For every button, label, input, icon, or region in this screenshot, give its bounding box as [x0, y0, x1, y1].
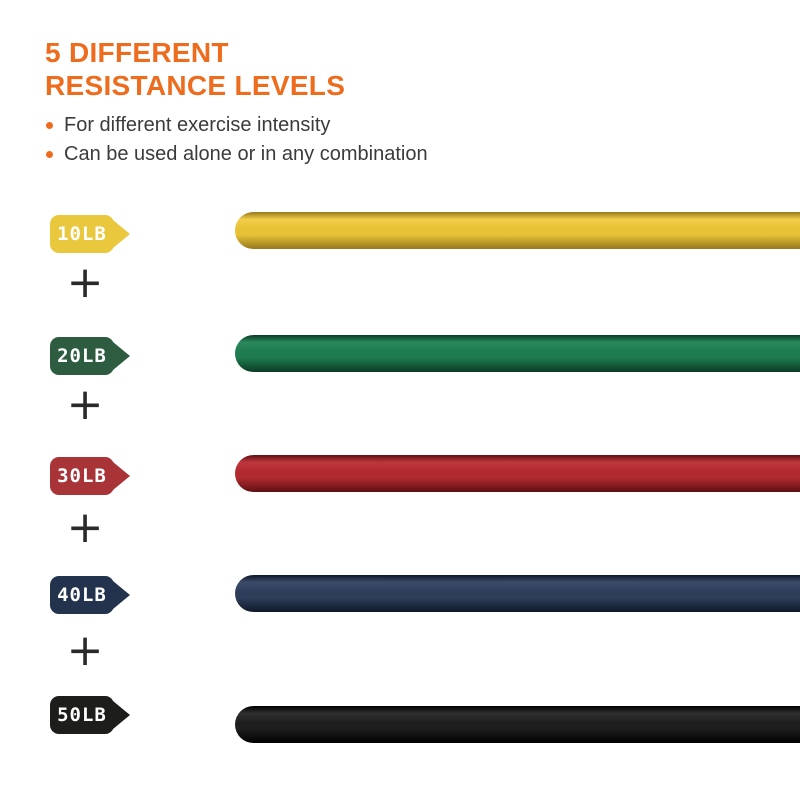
band-tag-label: 40LB	[50, 576, 114, 614]
band-tag-label: 20LB	[50, 337, 114, 375]
plus-icon: +	[66, 625, 104, 676]
bullet-item: Can be used alone or in any combination	[46, 140, 428, 169]
tag-arrow-icon	[107, 696, 130, 734]
band-tag-label: 50LB	[50, 696, 114, 734]
band-tag-10lb: 10LB	[50, 215, 130, 253]
resistance-band-50lb	[235, 706, 800, 743]
feature-bullet-list: For different exercise intensity Can be …	[46, 111, 428, 169]
tag-arrow-icon	[107, 457, 130, 495]
band-tag-label: 30LB	[50, 457, 114, 495]
title-line-2: RESISTANCE LEVELS	[45, 70, 346, 101]
page-title: 5 DIFFERENT RESISTANCE LEVELS	[45, 36, 345, 102]
bullet-dot-icon	[46, 122, 53, 129]
title-line-1: 5 DIFFERENT	[45, 37, 229, 68]
plus-icon: +	[66, 379, 104, 430]
tag-arrow-icon	[107, 215, 130, 253]
bullet-dot-icon	[46, 151, 53, 158]
resistance-band-40lb	[235, 575, 800, 612]
resistance-band-20lb	[235, 335, 800, 372]
band-tag-30lb: 30LB	[50, 457, 130, 495]
tag-arrow-icon	[107, 337, 130, 375]
bullet-text: Can be used alone or in any combination	[64, 143, 428, 165]
bullet-text: For different exercise intensity	[64, 114, 331, 136]
plus-icon: +	[66, 502, 104, 553]
band-tag-40lb: 40LB	[50, 576, 130, 614]
band-tag-20lb: 20LB	[50, 337, 130, 375]
band-tag-50lb: 50LB	[50, 696, 130, 734]
bullet-item: For different exercise intensity	[46, 111, 428, 140]
plus-icon: +	[66, 257, 104, 308]
tag-arrow-icon	[107, 576, 130, 614]
band-tag-label: 10LB	[50, 215, 114, 253]
resistance-band-30lb	[235, 455, 800, 492]
resistance-band-10lb	[235, 212, 800, 249]
